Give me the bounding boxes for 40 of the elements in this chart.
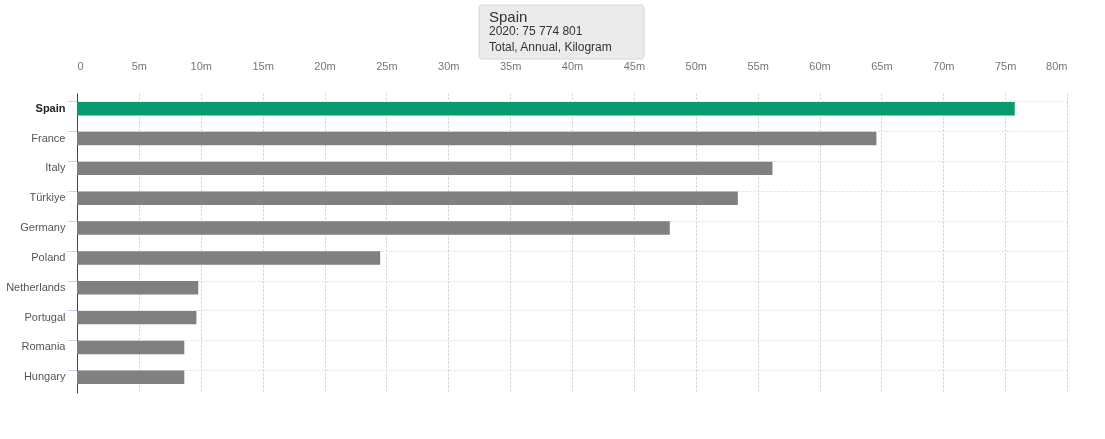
bar	[77, 161, 773, 176]
text: Total, Annual, Kilogram	[489, 40, 612, 54]
bar	[77, 221, 670, 235]
x-tick-label: 50m	[685, 59, 707, 72]
y-tick-label: Italy	[45, 161, 66, 174]
text: Spain	[489, 8, 528, 25]
x-tick-label: 5m	[131, 59, 148, 72]
y-tick-label: France	[31, 131, 66, 144]
y-tick-label: Romania	[21, 340, 67, 353]
x-tick-label: 30m	[438, 59, 460, 72]
bar	[77, 310, 197, 325]
y-tick-label: Hungary	[23, 370, 66, 383]
x-tick-label: 35m	[499, 59, 522, 72]
x-tick-label: 15m	[252, 59, 274, 72]
bar	[77, 251, 381, 265]
bar	[77, 191, 738, 205]
x-tick-label: 0	[77, 59, 84, 72]
x-tick-label: 60m	[809, 59, 831, 72]
text: 2020: 75 774 801	[489, 24, 583, 38]
y-tick-label: Spain	[35, 101, 66, 114]
x-tick-label: 20m	[314, 59, 336, 72]
y-tick-label: Türkiye	[29, 191, 66, 204]
bar	[77, 101, 1015, 116]
y-tick-label: Portugal	[24, 310, 66, 323]
y-tick-label: Poland	[31, 250, 66, 263]
x-tick-label: 40m	[561, 59, 584, 72]
x-tick-label: 10m	[190, 59, 212, 72]
y-tick-label: Netherlands	[6, 280, 66, 293]
y-tick-label: Germany	[20, 221, 66, 234]
bar	[77, 131, 877, 146]
bar	[77, 340, 185, 355]
x-tick-label: 55m	[747, 59, 769, 72]
x-tick-label: 25m	[376, 59, 398, 72]
bar	[77, 281, 199, 295]
x-tick-label: 65m	[871, 59, 893, 72]
x-tick-label: 80m	[1046, 59, 1068, 72]
bar	[77, 370, 185, 385]
x-tick-label: 70m	[933, 59, 955, 72]
x-tick-label: 45m	[623, 59, 646, 72]
x-tick-label: 75m	[994, 59, 1017, 72]
